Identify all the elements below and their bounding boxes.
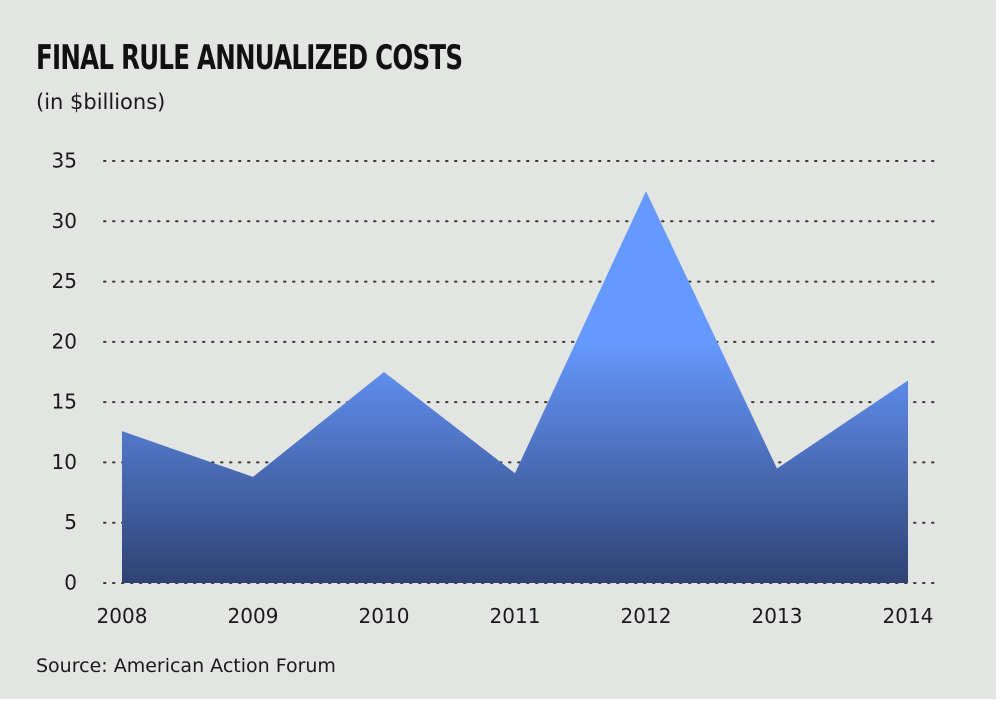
x-tick-label: 2013 — [752, 604, 803, 628]
x-tick-label: 2012 — [621, 604, 672, 628]
x-tick-label: 2009 — [228, 604, 279, 628]
source-note: Source: American Action Forum — [36, 655, 336, 677]
y-tick-label: 15 — [52, 390, 77, 414]
y-tick-label: 20 — [52, 329, 77, 353]
area-fill — [122, 191, 908, 583]
y-tick-label: 35 — [52, 149, 77, 173]
area-series — [121, 191, 909, 583]
y-tick-label: 5 — [64, 510, 77, 534]
y-tick-label: 10 — [52, 450, 77, 474]
x-tick-label: 2008 — [97, 604, 148, 628]
y-tick-label: 25 — [52, 269, 77, 293]
chart-subtitle: (in $billions) — [36, 90, 166, 114]
y-tick-label: 0 — [64, 571, 77, 595]
x-tick-label: 2011 — [490, 604, 541, 628]
x-tick-label: 2010 — [359, 604, 410, 628]
y-tick-label: 30 — [52, 209, 77, 233]
y-axis-ticks: 0 5 10 15 20 25 30 35 — [52, 149, 77, 595]
chart-title: FINAL RULE ANNUALIZED COSTS — [36, 38, 463, 78]
x-axis-ticks: 2008 2009 2010 2011 2012 2013 2014 — [97, 604, 934, 628]
x-tick-label: 2014 — [883, 604, 934, 628]
